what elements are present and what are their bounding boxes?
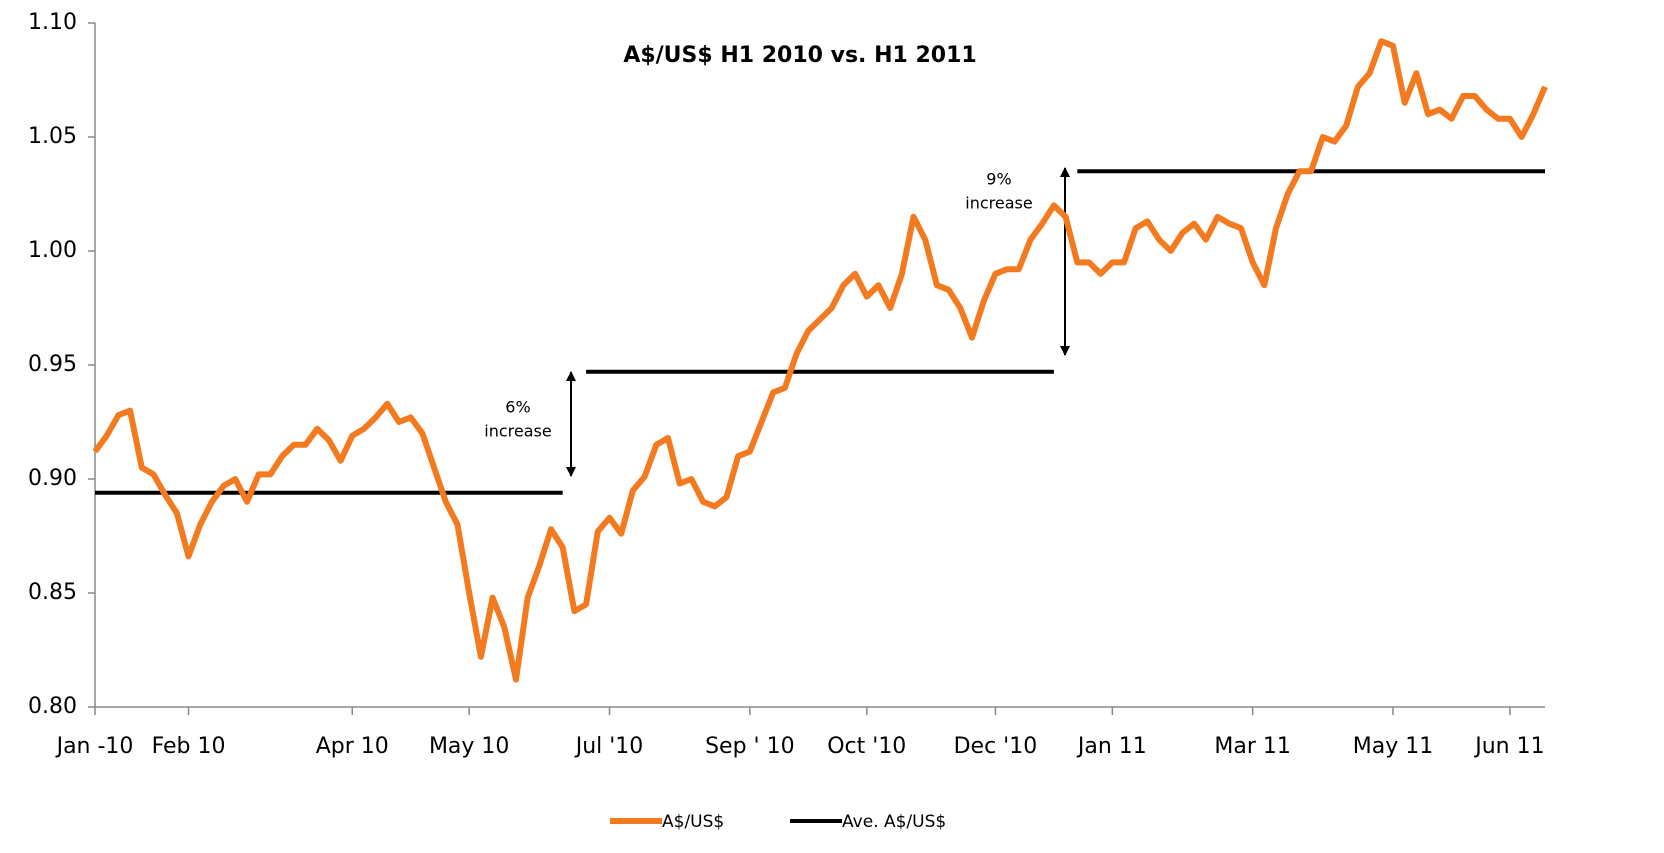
x-tick-label: May 10 bbox=[429, 734, 509, 759]
y-tick-label: 0.95 bbox=[28, 352, 77, 377]
y-tick-label: 1.00 bbox=[28, 238, 77, 263]
chart-title: A$/US$ H1 2010 vs. H1 2011 bbox=[623, 43, 976, 68]
y-tick-label: 1.05 bbox=[28, 124, 77, 149]
series-line bbox=[95, 169, 1545, 495]
annotation: increase bbox=[965, 194, 1032, 213]
y-tick-label: 1.10 bbox=[28, 10, 77, 35]
x-tick-label: May 11 bbox=[1353, 734, 1433, 759]
x-tick-label: Sep ' 10 bbox=[705, 734, 795, 759]
annotation: 9% bbox=[986, 170, 1011, 189]
x-tick-label: Jan -10 bbox=[55, 734, 134, 759]
legend-label: Ave. A$/US$ bbox=[842, 812, 946, 832]
x-tick-label: Apr 10 bbox=[316, 734, 389, 759]
legend-label: A$/US$ bbox=[662, 812, 724, 832]
annotation: 6% bbox=[505, 398, 530, 417]
y-tick-label: 0.85 bbox=[28, 580, 77, 605]
y-tick-label: 0.90 bbox=[28, 466, 77, 491]
x-tick-label: Oct '10 bbox=[827, 734, 906, 759]
x-tick-label: Feb 10 bbox=[152, 734, 226, 759]
x-tick-label: Jan 11 bbox=[1076, 734, 1147, 759]
annotation: increase bbox=[484, 422, 551, 441]
x-tick-label: Jul '10 bbox=[574, 734, 644, 759]
y-tick-label: 0.80 bbox=[28, 694, 77, 719]
x-tick-label: Dec '10 bbox=[954, 734, 1038, 759]
x-tick-label: Mar 11 bbox=[1214, 734, 1291, 759]
x-tick-label: Jun 11 bbox=[1473, 734, 1544, 759]
series-line bbox=[92, 38, 1548, 683]
